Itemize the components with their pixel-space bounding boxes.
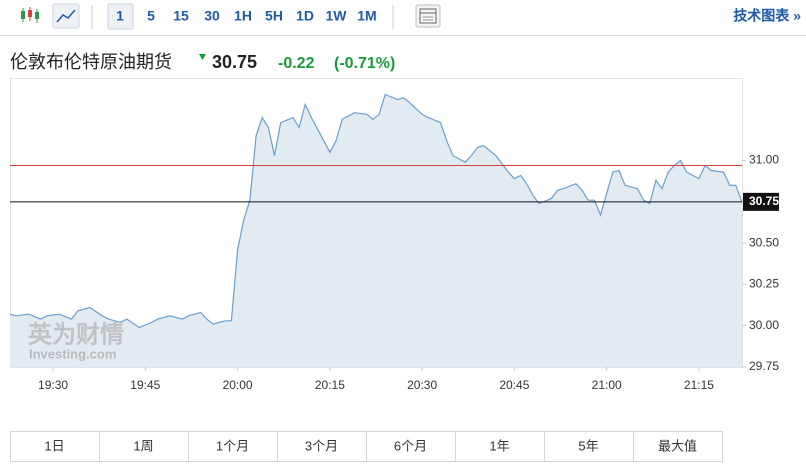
x-tick-label: 19:45: [130, 378, 160, 392]
y-tick-label: 31.00: [749, 153, 779, 167]
table-icon[interactable]: [415, 4, 441, 28]
y-tick-label: 29.75: [749, 359, 779, 373]
range-button[interactable]: [544, 431, 634, 462]
range-label[interactable]: 1个月: [216, 438, 249, 453]
interval-button[interactable]: 5: [147, 8, 155, 24]
y-tick-label: 30.00: [749, 318, 779, 332]
interval-button[interactable]: 15: [173, 8, 189, 24]
plot-frame: [10, 78, 743, 368]
change: -0.22: [278, 55, 315, 72]
price-area: [10, 94, 742, 367]
change-percent: (-0.71%): [334, 55, 395, 72]
x-tick-label: 21:00: [592, 378, 622, 392]
x-tick-label: 20:30: [407, 378, 437, 392]
x-tick-label: 19:30: [38, 378, 68, 392]
down-arrow: [199, 54, 206, 60]
candle-icon[interactable]: [21, 7, 39, 23]
range-button[interactable]: [455, 431, 545, 462]
range-label[interactable]: 1周: [133, 438, 153, 453]
x-tick-label: 20:00: [223, 378, 253, 392]
y-tick-label: 30.25: [749, 277, 779, 291]
range-bar: 1日 1周 1个月 3个月 6个月 1年 5年 最大值: [10, 431, 723, 462]
instrument-name: 伦敦布伦特原油期货: [10, 52, 172, 72]
interval-button[interactable]: 1: [116, 8, 124, 24]
range-button[interactable]: [188, 431, 278, 462]
watermark: 英为财情: [28, 321, 124, 348]
range-label[interactable]: 6个月: [394, 438, 427, 453]
range-label[interactable]: 5年: [578, 438, 598, 453]
range-button[interactable]: [633, 431, 723, 462]
x-tick-label: 20:15: [315, 378, 345, 392]
interval-active: [107, 3, 134, 30]
interval-button[interactable]: 30: [204, 8, 220, 24]
interval-button[interactable]: 1H: [234, 8, 252, 24]
interval-button[interactable]: 5H: [265, 8, 283, 24]
range-label[interactable]: 1年: [489, 438, 509, 453]
y-tick-label: 30.75: [749, 194, 779, 208]
range-button[interactable]: [99, 431, 189, 462]
price-line: [9, 93, 743, 329]
range-label[interactable]: 最大值: [658, 438, 697, 453]
y-tick-label: 30.50: [749, 235, 779, 249]
x-tick-label: 21:15: [684, 378, 714, 392]
range-button[interactable]: [10, 431, 100, 462]
watermark: Investing.com: [29, 346, 116, 361]
interval-button[interactable]: 1M: [357, 8, 376, 24]
line-icon-glyph: [56, 9, 76, 23]
last-price-box: [743, 192, 779, 211]
interval-button[interactable]: 1D: [296, 8, 314, 24]
range-button[interactable]: [366, 431, 456, 462]
x-tick-label: 20:45: [499, 378, 529, 392]
technical-link[interactable]: 技术图表 »: [733, 8, 801, 24]
price: 30.75: [212, 52, 257, 72]
range-label[interactable]: 1日: [44, 438, 64, 453]
interval-button[interactable]: 1W: [326, 8, 348, 24]
range-label[interactable]: 3个月: [305, 438, 338, 453]
